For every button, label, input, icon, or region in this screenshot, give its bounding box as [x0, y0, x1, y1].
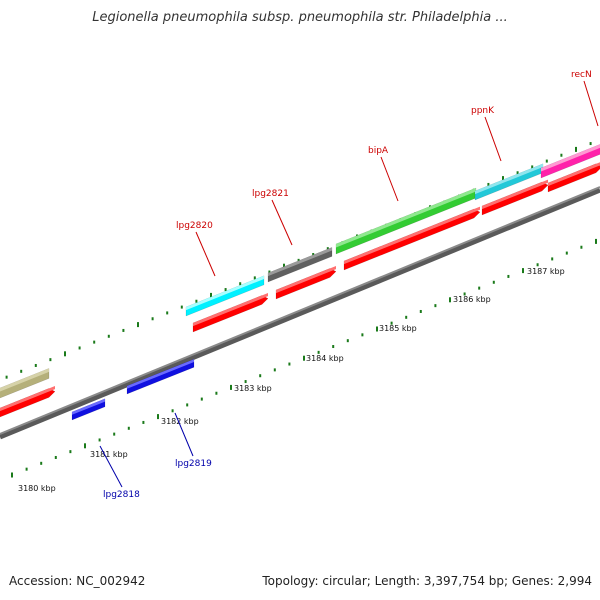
backbone: [0, 186, 600, 435]
inner-tick-row: [11, 238, 597, 478]
gene-feature: [540, 144, 600, 179]
feature-highlight: [276, 266, 336, 294]
kbp-label: 3187 kbp: [527, 267, 565, 276]
feature-highlight: [193, 293, 268, 327]
gene-label: bipA: [368, 146, 389, 156]
cds-feature: [0, 386, 56, 418]
kbp-label: 3183 kbp: [234, 384, 272, 393]
kbp-label: 3185 kbp: [379, 324, 417, 333]
feature-highlight: [0, 368, 49, 392]
label-leader: [484, 116, 502, 162]
feature-highlight: [186, 275, 264, 311]
cds-feature: [481, 179, 549, 216]
kbp-label: 3186 kbp: [453, 295, 491, 304]
gene-label: recN: [571, 70, 592, 80]
gene-feature: [0, 368, 50, 399]
kbp-label: 3182 kbp: [161, 417, 199, 426]
cds-feature: [192, 293, 269, 333]
label-leader: [195, 231, 216, 277]
gene-label: ppnK: [471, 106, 495, 116]
label-leader: [271, 199, 293, 246]
cds-feature: [547, 162, 600, 193]
gene-label: lpg2820: [176, 221, 213, 231]
feature-highlight: [0, 386, 55, 412]
label-leader: [380, 156, 399, 202]
feature-highlight: [482, 179, 548, 210]
feature-highlight: [475, 163, 543, 195]
backbone-shadow: [0, 187, 600, 440]
topology-stats: Topology: circular; Length: 3,397,754 bp…: [262, 574, 592, 588]
feature-highlight: [72, 398, 105, 415]
feature-highlight: [541, 144, 600, 172]
feature-highlight: [344, 206, 480, 265]
label-leader: [583, 80, 599, 127]
label-leader: [174, 412, 194, 457]
cds-feature: [275, 266, 337, 300]
gene-feature: [185, 275, 265, 317]
feature-highlight: [127, 359, 194, 389]
gene-feature: [71, 398, 106, 421]
feature-highlight: [268, 247, 332, 277]
gene-feature: [267, 247, 333, 283]
accession-text: Accession: NC_002942: [9, 574, 146, 588]
kbp-label: 3181 kbp: [90, 450, 128, 459]
gene-label: lpg2818: [103, 490, 140, 500]
feature-body: [481, 181, 549, 216]
feature-highlight: [548, 162, 600, 187]
gene-label: lpg2819: [175, 459, 212, 469]
gene-label: lpg2821: [252, 189, 289, 199]
kbp-label: 3180 kbp: [18, 484, 56, 493]
label-leader: [99, 445, 123, 488]
gene-feature: [126, 358, 195, 395]
feature-highlight: [336, 188, 476, 248]
page-title: Legionella pneumophila subsp. pneumophil…: [92, 10, 508, 25]
kbp-label: 3184 kbp: [306, 354, 344, 363]
cds-feature: [343, 206, 481, 271]
